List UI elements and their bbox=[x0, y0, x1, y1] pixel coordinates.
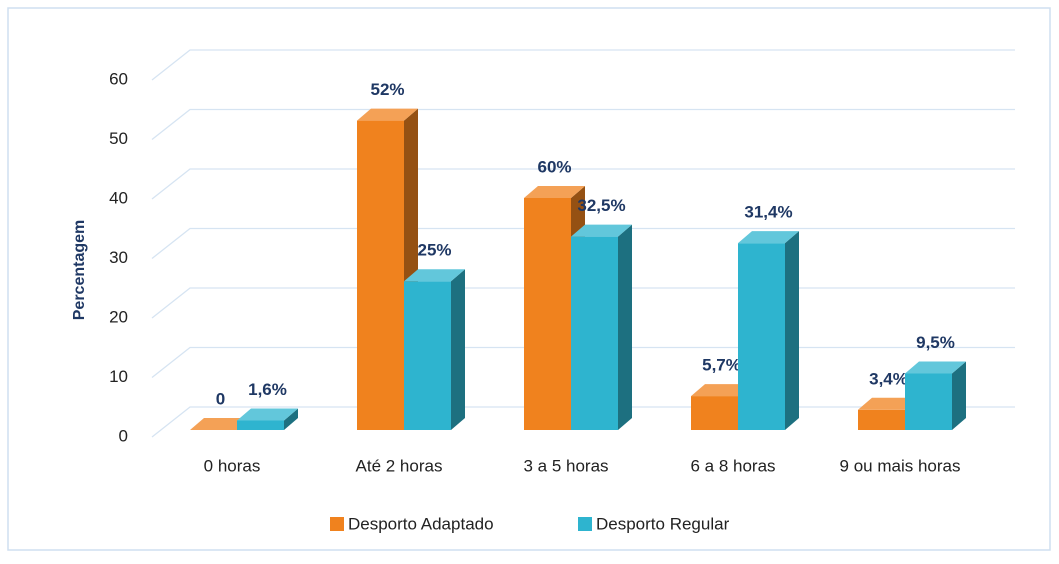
data-label: 52% bbox=[370, 80, 404, 99]
grid-line bbox=[151, 49, 1015, 81]
y-tick-label: 10 bbox=[109, 367, 128, 386]
y-axis-label: Percentagem bbox=[71, 220, 88, 321]
data-label: 3,4% bbox=[869, 369, 908, 388]
bar bbox=[858, 409, 905, 430]
x-tick-label: 9 ou mais horas bbox=[840, 456, 961, 475]
data-label: 9,5% bbox=[916, 333, 955, 352]
x-tick-label: 3 a 5 horas bbox=[523, 456, 608, 475]
bar-side bbox=[785, 231, 799, 430]
data-label: 31,4% bbox=[744, 203, 792, 222]
y-tick-label: 30 bbox=[109, 248, 128, 267]
bar-top bbox=[357, 108, 418, 121]
y-tick-label: 60 bbox=[109, 69, 128, 88]
y-tick-label: 50 bbox=[109, 129, 128, 148]
legend-label: Desporto Adaptado bbox=[348, 514, 494, 533]
bar bbox=[738, 243, 785, 430]
legend-swatch bbox=[578, 517, 592, 531]
x-tick-label: 0 horas bbox=[204, 456, 261, 475]
legend-swatch bbox=[330, 517, 344, 531]
y-tick-label: 20 bbox=[109, 307, 128, 326]
bar bbox=[237, 420, 284, 430]
bar-top bbox=[905, 361, 966, 374]
grid-line bbox=[151, 108, 1015, 141]
data-label: 1,6% bbox=[248, 380, 287, 399]
bar-side bbox=[952, 361, 966, 430]
data-label: 32,5% bbox=[577, 196, 625, 215]
bar-side bbox=[284, 408, 298, 430]
legend-label: Desporto Regular bbox=[596, 514, 730, 533]
x-tick-label: 6 a 8 horas bbox=[690, 456, 775, 475]
grid-line bbox=[151, 168, 1015, 200]
bar bbox=[524, 197, 571, 430]
bar-top bbox=[738, 231, 799, 244]
y-tick-label: 40 bbox=[109, 188, 128, 207]
bar-side bbox=[451, 269, 465, 430]
bar-top bbox=[404, 269, 465, 282]
bar-top bbox=[237, 408, 298, 421]
data-label: 5,7% bbox=[702, 356, 741, 375]
bar bbox=[905, 373, 952, 430]
y-tick-label: 0 bbox=[119, 426, 128, 445]
data-label: 0 bbox=[216, 389, 225, 408]
bar-top bbox=[691, 384, 752, 397]
data-label: 60% bbox=[537, 157, 571, 176]
data-label: 25% bbox=[417, 241, 451, 260]
bar-top bbox=[190, 418, 251, 430]
bar-top bbox=[524, 185, 585, 198]
grid-line bbox=[151, 227, 1015, 260]
bar-side bbox=[618, 224, 632, 430]
bar-top bbox=[858, 397, 919, 410]
bar bbox=[571, 236, 618, 430]
bar bbox=[357, 120, 404, 430]
bar bbox=[404, 281, 451, 430]
bar bbox=[691, 396, 738, 430]
bar-top bbox=[571, 224, 632, 237]
x-tick-label: Até 2 horas bbox=[356, 456, 443, 475]
